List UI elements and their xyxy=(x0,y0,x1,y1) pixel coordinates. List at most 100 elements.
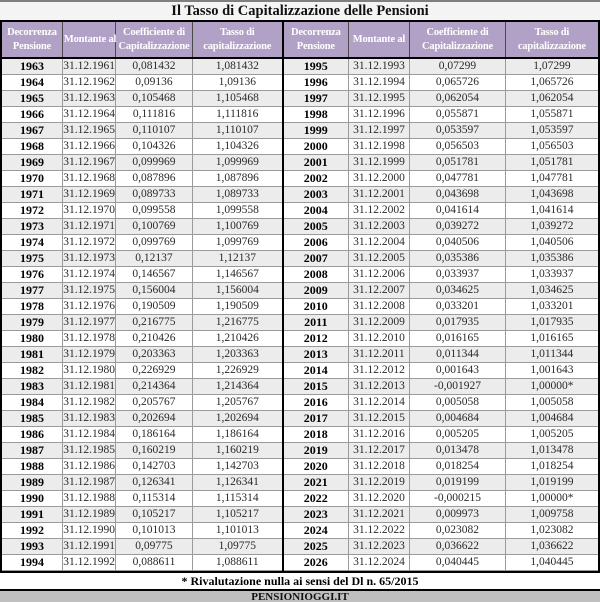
coefficiente-cell: 0,105217 xyxy=(115,506,193,523)
year-cell: 2012 xyxy=(282,330,349,347)
table-row: 1973 31.12.1971 0,100769 1,100769 2005 31.12.… xyxy=(2,218,598,235)
tasso-cell: 1,013478 xyxy=(504,442,598,459)
table-row: 1969 31.12.1967 0,099969 1,099969 2001 31.12.… xyxy=(2,154,598,171)
table-row: 1987 31.12.1985 0,160219 1,160219 2019 31.12.… xyxy=(2,442,598,459)
coefficiente-cell: 0,018254 xyxy=(409,458,506,475)
year-cell: 1979 xyxy=(2,314,63,331)
coefficiente-cell: 0,033201 xyxy=(409,298,506,315)
year-cell: 1995 xyxy=(282,57,349,75)
montante-date-cell: 31.12.2019 xyxy=(347,474,411,491)
table-row: 1967 31.12.1965 0,110107 1,110107 1999 31.12.… xyxy=(2,122,598,139)
year-cell: 2015 xyxy=(282,378,349,395)
tasso-cell: 1,202694 xyxy=(191,410,284,427)
coefficiente-cell: 0,156004 xyxy=(115,282,193,299)
montante-date-cell: 31.12.2006 xyxy=(347,266,411,283)
tasso-cell: 1,00000* xyxy=(504,490,598,507)
tasso-cell: 1,034625 xyxy=(504,282,598,299)
tasso-cell: 1,065726 xyxy=(504,74,598,91)
tasso-header: Tasso di capitalizzazione xyxy=(191,22,284,59)
capitalization-table: Decorrenza Pensione Montante al Coefficien… xyxy=(2,22,598,571)
year-cell: 2016 xyxy=(282,394,349,411)
montante-date-cell: 31.12.1989 xyxy=(61,506,117,523)
coefficiente-cell: 0,110107 xyxy=(115,122,193,139)
coefficiente-cell: 0,013478 xyxy=(409,442,506,459)
tasso-cell: 1,016165 xyxy=(504,330,598,347)
montante-date-cell: 31.12.2003 xyxy=(347,218,411,235)
montante-date-cell: 31.12.2017 xyxy=(347,442,411,459)
year-cell: 2025 xyxy=(282,538,349,555)
year-cell: 1994 xyxy=(2,554,63,571)
table-row: 1981 31.12.1979 0,203363 1,203363 2013 31.12.… xyxy=(2,346,598,363)
montante-date-cell: 31.12.1994 xyxy=(347,74,411,91)
year-cell: 2021 xyxy=(282,474,349,491)
tasso-cell: 1,160219 xyxy=(191,442,284,459)
coefficiente-cell: -0,001927 xyxy=(409,378,506,395)
coefficiente-cell: 0,005058 xyxy=(409,394,506,411)
montante-date-cell: 31.12.2009 xyxy=(347,314,411,331)
year-cell: 2026 xyxy=(282,554,349,571)
year-cell: 1971 xyxy=(2,186,63,203)
coefficiente-header: Coefficiente di Capitalizzazione xyxy=(409,22,506,59)
tasso-cell: 1,115314 xyxy=(191,490,284,507)
montante-date-cell: 31.12.2012 xyxy=(347,362,411,379)
montante-date-cell: 31.12.2021 xyxy=(347,506,411,523)
year-cell: 2007 xyxy=(282,250,349,267)
montante-date-cell: 31.12.2004 xyxy=(347,234,411,251)
year-cell: 2019 xyxy=(282,442,349,459)
tasso-cell: 1,041614 xyxy=(504,202,598,219)
montante-date-cell: 31.12.2022 xyxy=(347,522,411,539)
table-row: 1971 31.12.1969 0,089733 1,089733 2003 31.12.… xyxy=(2,186,598,203)
year-cell: 1976 xyxy=(2,266,63,283)
coefficiente-cell: 0,040506 xyxy=(409,234,506,251)
top-border-line xyxy=(0,0,600,2)
tasso-cell: 1,110107 xyxy=(191,122,284,139)
decorrenza-pensione-header: Decorrenza Pensione xyxy=(2,22,63,59)
tasso-cell: 1,005205 xyxy=(504,426,598,443)
montante-date-cell: 31.12.1970 xyxy=(61,202,117,219)
montante-date-cell: 31.12.1963 xyxy=(61,90,117,107)
coefficiente-cell: 0,051781 xyxy=(409,154,506,171)
montante-date-cell: 31.12.1998 xyxy=(347,138,411,155)
table-body: 1963 31.12.1961 0,081432 1,081432 1995 31.12.… xyxy=(2,57,598,571)
year-cell: 2018 xyxy=(282,426,349,443)
tasso-cell: 1,203363 xyxy=(191,346,284,363)
year-cell: 2017 xyxy=(282,410,349,427)
year-cell: 1963 xyxy=(2,57,63,75)
montante-date-cell: 31.12.1975 xyxy=(61,282,117,299)
table-row: 1970 31.12.1968 0,087896 1,087896 2002 31.12.… xyxy=(2,170,598,187)
table-row: 1972 31.12.1970 0,099558 1,099558 2004 31.12.… xyxy=(2,202,598,219)
coefficiente-cell: 0,07299 xyxy=(409,57,506,75)
table-header-row: Decorrenza Pensione Montante al Coefficien… xyxy=(2,22,598,59)
year-cell: 1965 xyxy=(2,90,63,107)
montante-date-cell: 31.12.1984 xyxy=(61,426,117,443)
year-cell: 1980 xyxy=(2,330,63,347)
year-cell: 1982 xyxy=(2,362,63,379)
year-cell: 1966 xyxy=(2,106,63,123)
montante-al-header: Montante al xyxy=(61,22,116,59)
tasso-cell: 1,043698 xyxy=(504,186,598,203)
coefficiente-cell: 0,039272 xyxy=(409,218,506,235)
tasso-cell: 1,062054 xyxy=(504,90,598,107)
year-cell: 2014 xyxy=(282,362,349,379)
coefficiente-cell: 0,216775 xyxy=(115,314,193,331)
year-cell: 2022 xyxy=(282,490,349,507)
coefficiente-cell: 0,186164 xyxy=(115,426,193,443)
year-cell: 1977 xyxy=(2,282,63,299)
tasso-cell: 1,216775 xyxy=(191,314,284,331)
coefficiente-cell: 0,062054 xyxy=(409,90,506,107)
coefficiente-cell: 0,004684 xyxy=(409,410,506,427)
coefficiente-cell: 0,040445 xyxy=(409,554,506,571)
year-cell: 1967 xyxy=(2,122,63,139)
tasso-cell: 1,190509 xyxy=(191,298,284,315)
tasso-cell: 1,005058 xyxy=(504,394,598,411)
tasso-cell: 1,186164 xyxy=(191,426,284,443)
coefficiente-cell: 0,12137 xyxy=(115,250,193,267)
year-cell: 2000 xyxy=(282,138,349,155)
coefficiente-cell: 0,089733 xyxy=(115,186,193,203)
year-cell: 2002 xyxy=(282,170,349,187)
tasso-cell: 1,051781 xyxy=(504,154,598,171)
coefficiente-cell: -0,000215 xyxy=(409,490,506,507)
tasso-cell: 1,023082 xyxy=(504,522,598,539)
montante-date-cell: 31.12.2015 xyxy=(347,410,411,427)
decorrenza-pensione-header: Decorrenza Pensione xyxy=(282,22,349,59)
